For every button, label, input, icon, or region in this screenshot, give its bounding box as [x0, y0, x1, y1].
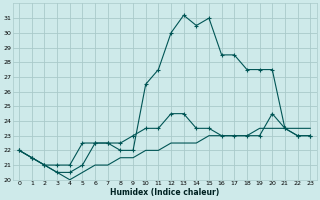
X-axis label: Humidex (Indice chaleur): Humidex (Indice chaleur) [110, 188, 219, 197]
